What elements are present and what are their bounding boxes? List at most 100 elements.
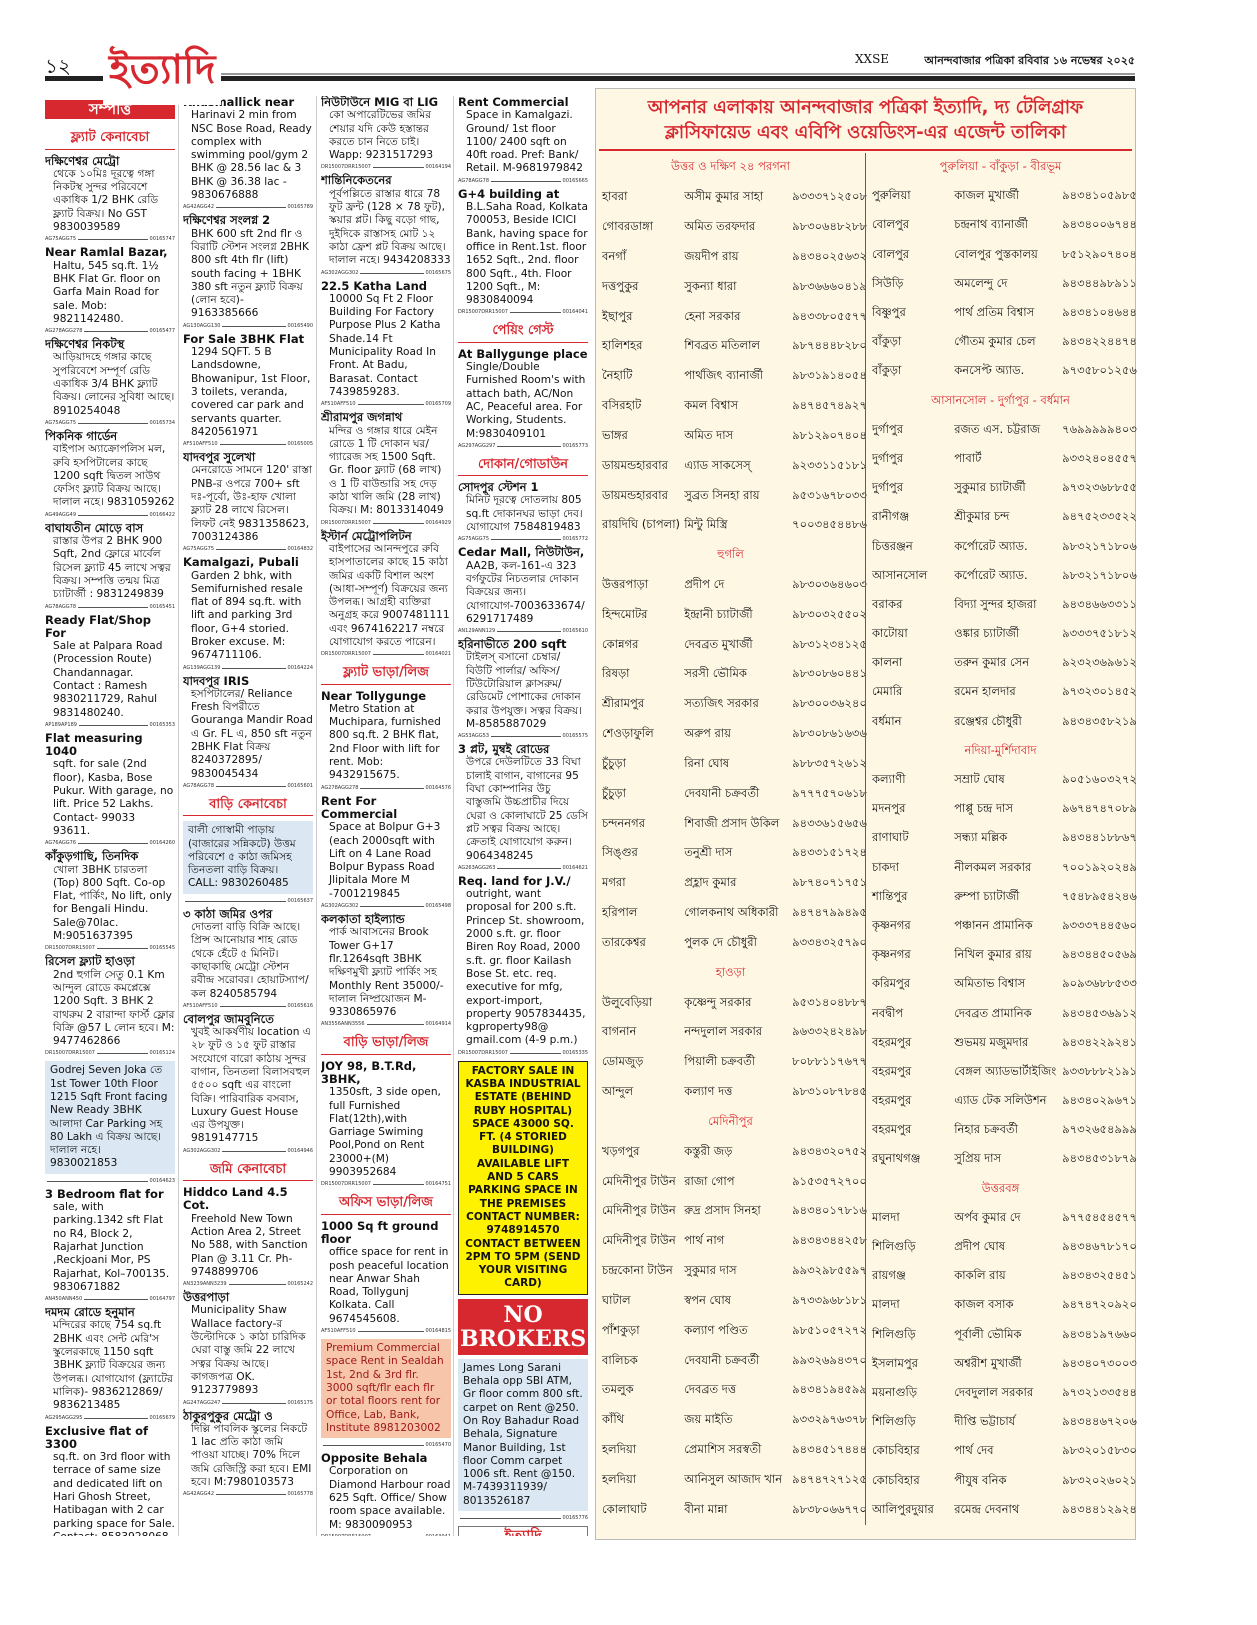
agent-name: অসীম কুমার সাহা [684, 189, 764, 204]
agent-place: দুর্গাপুর [872, 450, 904, 465]
agent-name: দেবব্রত প্রামানিক [954, 1005, 1032, 1020]
ad-id: 00165776 [562, 1515, 588, 1522]
ad-title: উত্তরপাড়া [183, 1290, 230, 1305]
classified-column-4: Rent Commercial Space in Kamalgazi. Groun… [458, 96, 588, 1536]
agent-row: শিলিগুড়ি প্রদীপ ঘোষ ৯৪৩৪৬৭৮১৭০ [872, 1233, 1137, 1262]
ad-id: 00165675 [425, 269, 451, 276]
agent-phone: ৯৪৩৪৪১২৯২৪ [1062, 1501, 1137, 1516]
ad-ref-line [366, 1024, 424, 1026]
agent-phone: ৯১৫৩৫৭২৭০০ [792, 1173, 867, 1188]
classified-ad: কাঁকুড়গাছি, তিনদিক খোলা 3BHK চারতলা (Top… [45, 849, 175, 943]
agent-row: সিঙ্গুর তনুশ্রী দাস ৯৪৩৩১৫১৭২৪ [602, 839, 867, 869]
header-rule-thin [205, 73, 1135, 75]
agent-name: কাজল মুখার্জী [954, 188, 1019, 203]
ad-id: 00165451 [149, 603, 175, 610]
ad-reference-code: AG53AGG53 00165575 [458, 733, 588, 740]
ad-reference-code: DR15007DRR15007 00164194 [321, 164, 451, 171]
ad-id: 00165545 [149, 945, 175, 952]
agent-row: চুঁচুড়া রিনা ঘোষ ৯৮৮৩৫৭২৬১২ [602, 750, 867, 780]
ad-title: নিউটাউনে MIG বা LIG [321, 96, 439, 109]
agent-name: দেবব্রত মুখার্জী [684, 636, 753, 651]
agent-phone: ৯৮৩০৮৬০৪৪১ [792, 666, 867, 681]
agent-row: কালনা তরুন কুমার সেন ৯২৩২৩৬৯৬১২ [872, 649, 1137, 678]
ad-reference-code: 00164623 [45, 1178, 175, 1185]
ad-ref-line [323, 1445, 424, 1447]
agent-phone: ৯৪৩৩৬১৫৬৫৬ [792, 815, 867, 830]
agent-row: চিত্তরঞ্জন কর্পোরেট অ্যাড. ৯৮৩২১৭১৮০৬ [872, 532, 1137, 561]
ad-reference-code: AG78AGG78 00165601 [183, 783, 313, 790]
agent-phone: ৯৪৩৪৬৬৩৩১১ [1062, 596, 1137, 611]
ad-id: 00165575 [562, 733, 588, 740]
agent-phone: ৯৩৩২৯৭৬৩৭৮ [792, 1412, 867, 1427]
agent-place: বহরমপুর [872, 1063, 912, 1078]
agent-phone: ৯৪৩৪৩২০৭৫২ [792, 1143, 867, 1158]
agent-row: চুঁচুড়া দেবযানী চক্রবর্তী ৯৭৭৭৫৭০৬১৮ [602, 779, 867, 809]
agent-name: অমলেন্দু দে [954, 275, 1008, 290]
agent-row: চাকদা নীলকমল সরকার ৭০০১৯২০২৪৯ [872, 854, 1137, 883]
agent-row: কৃষ্ণনগর নিখিল কুমার রায় ৯৪৩৪৪৫০৫৬৯ [872, 941, 1137, 970]
ad-body: মেনরোডে সামনে 120' রাস্তা PNB-র ওপরে 700… [191, 464, 313, 543]
ad-ref: DR15007DRR15007 [321, 1534, 371, 1536]
ad-body: 2nd হুগলি সেতু 0.1 Km আন্দুল রোডে কমপ্লে… [53, 968, 175, 1048]
ad-title: রিসেল ফ্ল্যাট হাওড়া [45, 954, 135, 969]
agent-place: মগরা [602, 875, 626, 890]
classified-ad: Near Ramlal Bazar, Haltu, 545 sq.ft. 1½ B… [45, 246, 175, 326]
agent-name: পীযুষ বনিক [954, 1472, 1007, 1487]
ad-ref-line [372, 1184, 424, 1186]
agent-row: ইসলামপুর অশ্বরীশ মুখার্জী ৯৪৩৪০৭৩০০৩ [872, 1350, 1137, 1379]
agent-phone: ৯৪৩৪৩৪৪২৫৮ [792, 1233, 867, 1248]
ad-ref: AG139AGG139 [183, 664, 221, 671]
agent-phone: ৯৪৩৪৩২৫৪৫১ [1062, 1268, 1137, 1283]
agent-name: নিখিল কুমার রায় [954, 947, 1032, 962]
ad-title: 3 প্লট, মুম্বই রোডের [458, 742, 550, 757]
ad-ref-line [491, 180, 561, 182]
agent-name: শ্রীকুমার চন্দ [954, 509, 1010, 524]
category-heading: জমি কেনাবেচা [183, 1161, 313, 1182]
ad-body: উপরে দেউলটিতে 33 বিঘা চালাই বাগান, বাগান… [466, 756, 588, 862]
agent-name: কৃষ্ণেন্দু সরকার [684, 994, 752, 1009]
ad-id: 00164623 [149, 1177, 175, 1184]
agent-phone: ৯৪৩৪৪৫০৫৬৯ [1062, 947, 1137, 962]
agent-row: ভাঙ্গর অমিত দাস ৯৮১২৯০৭৪০৪ [602, 421, 867, 451]
agent-name: পঞ্চানন প্রামানিক [954, 917, 1033, 932]
agent-name: ওঙ্কার চ্যাটার্জী [954, 626, 1020, 641]
classified-ad: দক্ষিণেশ্বর নিকটস্থ আড়িয়াদহে গঙ্গার কাছ… [45, 337, 175, 418]
ad-ref: AG278AGG278 [321, 784, 359, 791]
ad-reference-code: AG263AGG263 00164621 [458, 865, 588, 872]
agent-name: প্রদীপ ঘোষ [954, 1239, 1006, 1254]
ad-ref: AN3556ANN3556 [321, 1021, 365, 1028]
boxed-ad-salmon: Premium Commercial space Rent in Sealdah… [321, 1339, 451, 1439]
ad-ref-line [78, 724, 148, 726]
agent-place: শ্রীরামপুর [602, 696, 645, 711]
ad-ref-line [96, 948, 148, 950]
ad-reference-code: AF510AFF510 00165616 [183, 1003, 313, 1010]
agent-place: বোলপুর [872, 217, 910, 232]
ad-reference-code: AG75AGG75 00165747 [45, 236, 175, 243]
ad-id: 00165665 [562, 177, 588, 184]
agent-row: রঘুনাথগঞ্জ সুপ্রিয় দাস ৯৪৩৪৫৩১৮৭৯ [872, 1145, 1137, 1174]
ad-reference-code: AG295AGG295 00165679 [45, 1415, 175, 1422]
agent-row: রাণাঘাট সন্ধ্যা মল্লিক ৯৪৩৪৪১৮৮৬৭ [872, 824, 1137, 853]
ad-body: Space in Kamalgazi. Ground/ 1st floor 11… [466, 109, 584, 175]
agent-name: রজত এস. চট্টরাজ [954, 421, 1041, 436]
agent-row: বাঁকুড়া গৌতম কুমার চেল ৯৪৩৪২২৪৪৭৪ [872, 328, 1137, 357]
agent-name: কমল বিশ্বাস [684, 398, 739, 413]
agent-phone: ৯৪৭৫২৩৩৫২২ [1062, 509, 1137, 524]
agent-name: সুকুমার চ্যাটার্জী [954, 480, 1026, 495]
ad-ref-line [357, 404, 424, 406]
category-heading: দোকান/গোডাউন [458, 456, 588, 477]
agent-name: অশ্বরীশ মুখার্জী [954, 1355, 1022, 1370]
ad-ref-line [219, 444, 286, 446]
ad-id: 00164194 [425, 164, 451, 171]
agent-place: কালনা [872, 655, 903, 670]
agent-row: বাগনান নন্দদুলাল সরকার ৯৬৩৩২৪২৪৯৮ [602, 1018, 867, 1048]
agent-place: ইছাপুর [602, 308, 633, 323]
ad-body: টাইলস্ বসানো চেম্বার/ বিউটি পার্লার/ অফি… [466, 651, 583, 730]
ad-ref-line [222, 325, 286, 327]
classified-ad: যাদবপুর সুলেখা মেনরোডে সামনে 120' রাস্তা … [183, 450, 313, 544]
agent-row: ময়নাগুড়ি দেবদুলাল সরকার ৯৭৩২১৩৩৫৪৪ [872, 1379, 1137, 1408]
ad-ref-line [96, 1053, 148, 1055]
agent-place: তমলুক [602, 1382, 634, 1397]
agent-row: চন্দননগর শিবাজী প্রসাদ উকিল ৯৪৩৩৬১৫৬৫৬ [602, 809, 867, 839]
ad-reference-code: AG297AGG297 00165773 [458, 443, 588, 450]
